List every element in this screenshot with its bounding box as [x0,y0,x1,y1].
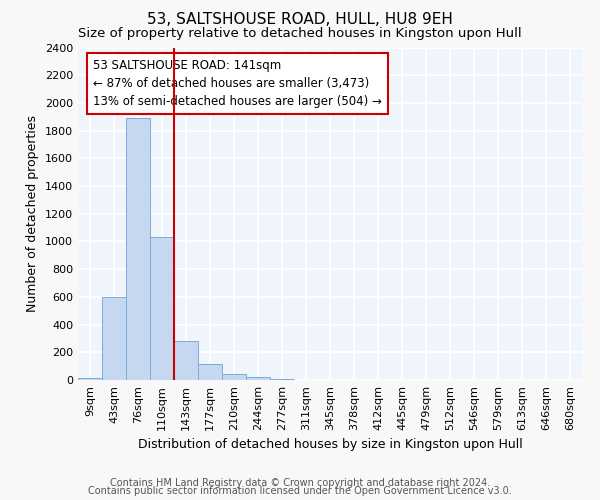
Text: 53, SALTSHOUSE ROAD, HULL, HU8 9EH: 53, SALTSHOUSE ROAD, HULL, HU8 9EH [147,12,453,28]
Bar [102,297,126,380]
Text: Size of property relative to detached houses in Kingston upon Hull: Size of property relative to detached ho… [78,28,522,40]
Text: 53 SALTSHOUSE ROAD: 141sqm
← 87% of detached houses are smaller (3,473)
13% of s: 53 SALTSHOUSE ROAD: 141sqm ← 87% of deta… [93,59,382,108]
Bar [222,374,246,380]
Bar [246,377,270,380]
Bar [126,118,150,380]
Text: Contains HM Land Registry data © Crown copyright and database right 2024.: Contains HM Land Registry data © Crown c… [110,478,490,488]
Y-axis label: Number of detached properties: Number of detached properties [26,116,40,312]
Bar [78,378,102,380]
Text: Contains public sector information licensed under the Open Government Licence v3: Contains public sector information licen… [88,486,512,496]
Bar [150,236,174,380]
Bar [198,364,222,380]
Bar [174,340,198,380]
X-axis label: Distribution of detached houses by size in Kingston upon Hull: Distribution of detached houses by size … [137,438,523,452]
